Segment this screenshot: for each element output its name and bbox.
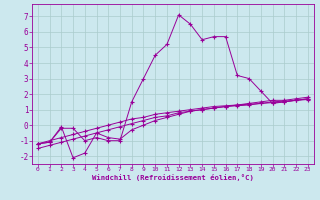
X-axis label: Windchill (Refroidissement éolien,°C): Windchill (Refroidissement éolien,°C) (92, 174, 254, 181)
